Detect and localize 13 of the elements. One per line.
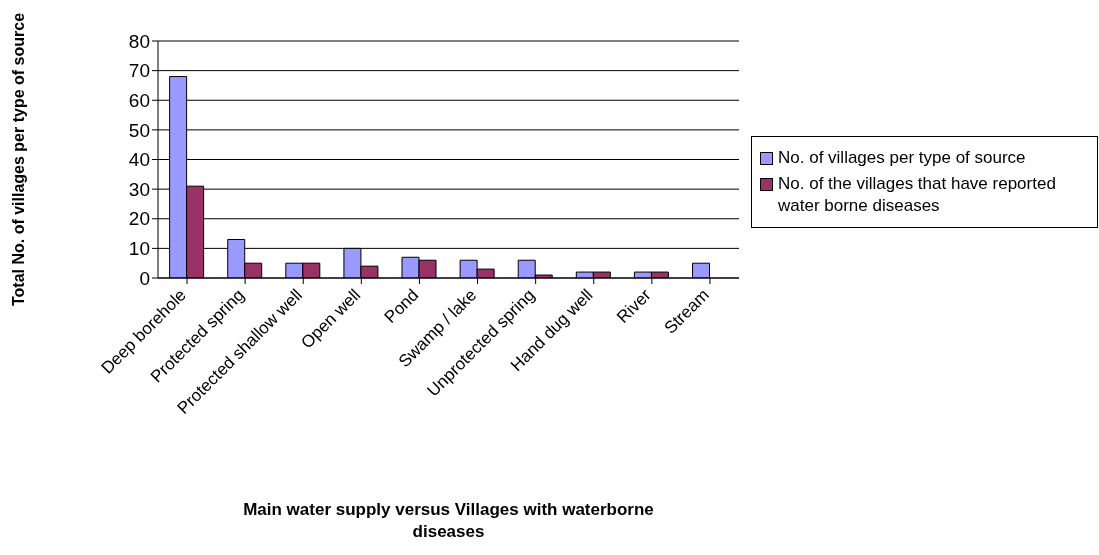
legend-label: No. of villages per type of source [778,147,1026,169]
y-tick-label: 80 [128,30,150,52]
y-tick-label: 0 [139,267,150,289]
y-tick-label: 60 [128,90,150,111]
y-tick-label: 30 [128,178,150,200]
y-tick-label: 10 [128,238,150,260]
x-axis-title: Main water supply versus Villages with waterborne diseases [243,500,654,542]
y-axis-title: Total No. of villages per type of source [9,12,27,307]
y-tick-label: 50 [128,119,150,141]
y-tick-label: 40 [128,149,150,171]
y-tick-label: 70 [128,60,150,82]
legend-label: No. of the villages that have reported water borne diseases [778,173,1057,217]
y-tick-label: 20 [128,208,150,230]
